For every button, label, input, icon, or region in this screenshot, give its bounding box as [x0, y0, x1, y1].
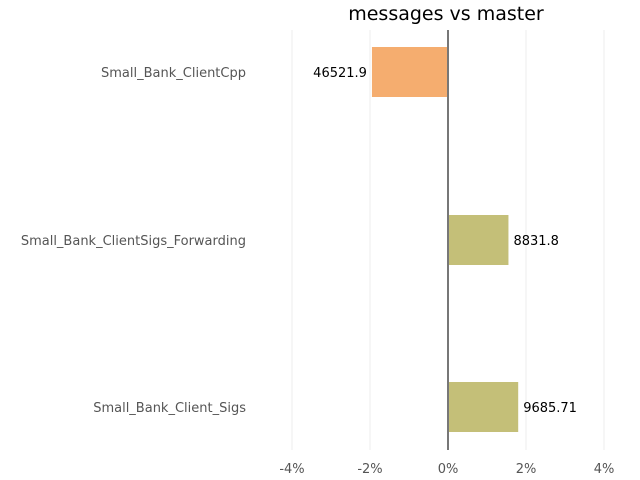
x-tick-label: 0% [438, 462, 459, 477]
chart-title: messages vs master [348, 3, 544, 25]
bar [448, 215, 509, 265]
category-label: Small_Bank_Client_Sigs [93, 401, 246, 416]
gridlines [291, 30, 605, 450]
x-tick-label: 2% [516, 462, 537, 477]
category-labels: Small_Bank_ClientCpp Small_Bank_ClientSig… [21, 66, 246, 416]
x-tick-label: -2% [357, 462, 382, 477]
value-label: 9685.71 [523, 401, 577, 416]
value-labels: 46521.9 8831.8 9685.71 [313, 66, 577, 416]
category-label: Small_Bank_ClientSigs_Forwarding [21, 234, 246, 249]
x-axis-ticks: -4% -2% 0% 2% 4% [279, 462, 614, 477]
bars [371, 47, 519, 432]
value-label: 8831.8 [513, 234, 559, 249]
bar [448, 382, 519, 432]
value-label: 46521.9 [313, 66, 367, 81]
bar [371, 47, 448, 97]
category-label: Small_Bank_ClientCpp [101, 66, 246, 81]
x-tick-label: 4% [594, 462, 615, 477]
x-tick-label: -4% [279, 462, 304, 477]
